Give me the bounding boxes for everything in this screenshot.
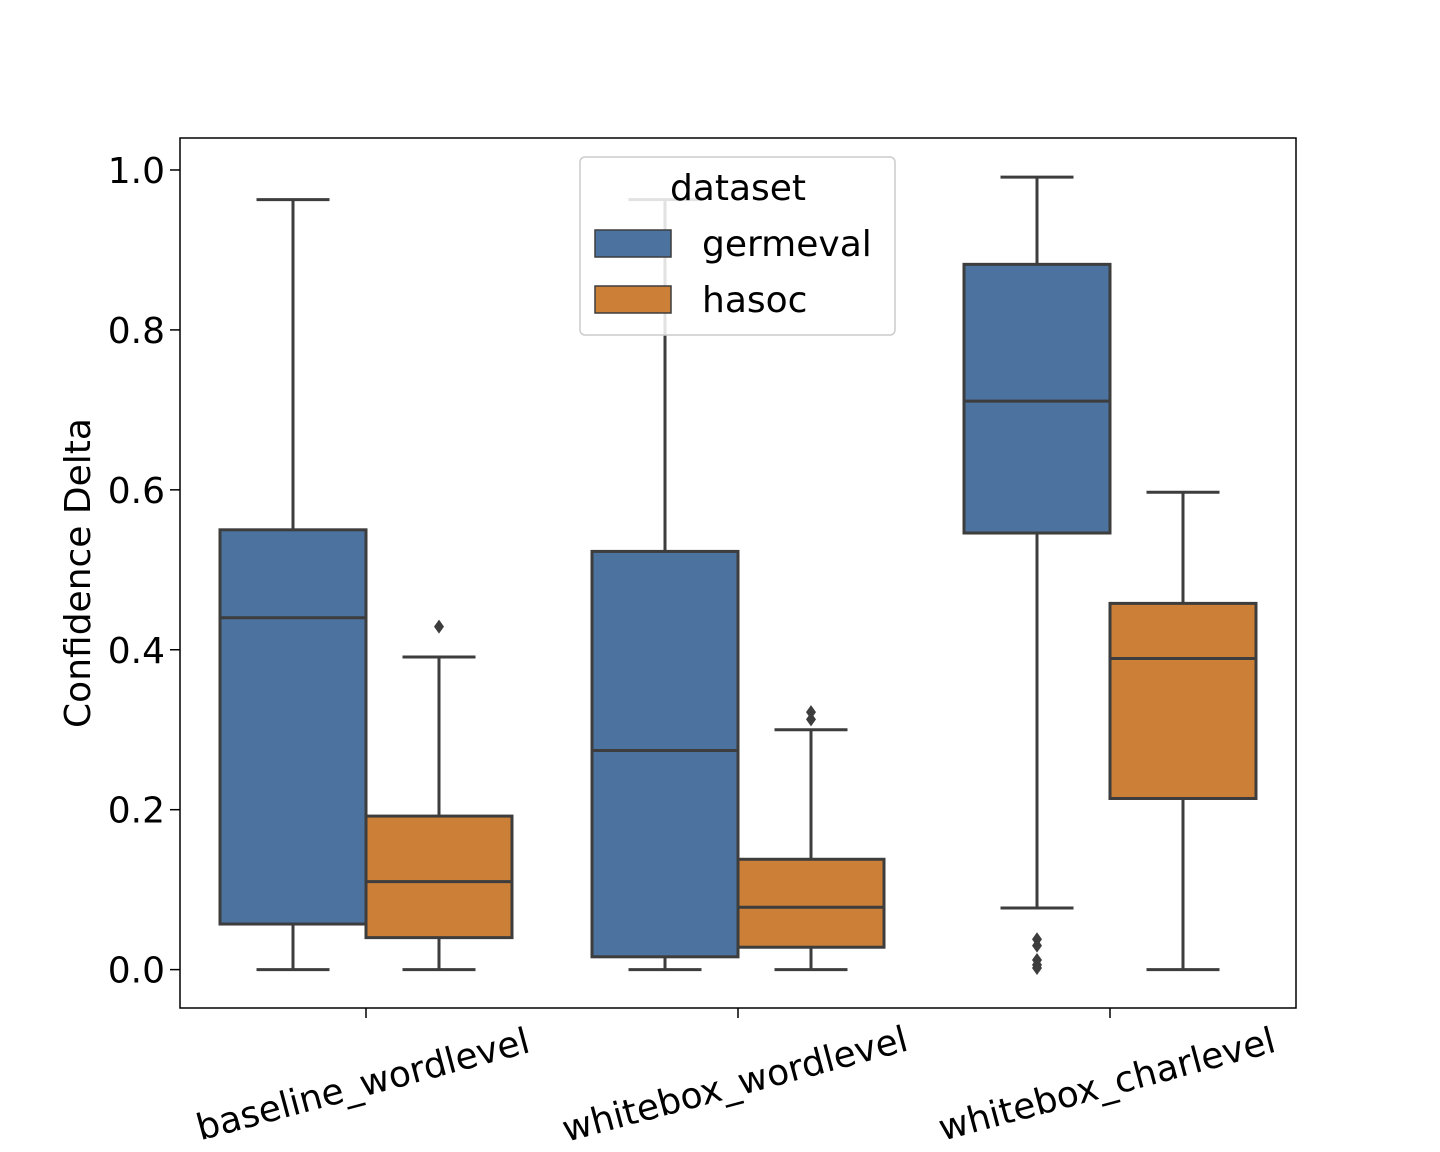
x-axis: baseline_wordlevel whitebox_wordlevel whit… — [192, 1008, 1280, 1151]
outlier-point — [434, 619, 444, 634]
box-hasoc-whitebox_wordlevel — [736, 705, 886, 972]
box-iqr — [962, 262, 1112, 535]
box-germeval-baseline_wordlevel — [218, 198, 368, 972]
outlier-point — [1032, 961, 1042, 976]
box-germeval-whitebox_charlevel — [962, 175, 1112, 976]
x-tick-label: whitebox_charlevel — [934, 1020, 1279, 1149]
box-iqr — [218, 528, 368, 926]
y-tick-label: 0.8 — [108, 311, 165, 352]
legend-title: dataset — [670, 168, 806, 209]
outlier-point — [806, 712, 816, 727]
legend-swatch-germeval — [594, 229, 672, 258]
box-iqr — [590, 549, 740, 959]
y-axis: 0.0 0.2 0.4 0.6 0.8 1.0 — [108, 151, 180, 992]
y-tick-label: 1.0 — [108, 151, 165, 192]
y-tick-label: 0.0 — [108, 951, 165, 992]
box-hasoc-baseline_wordlevel — [364, 619, 514, 972]
legend-label-hasoc: hasoc — [702, 280, 807, 321]
box-iqr — [1108, 601, 1258, 800]
outlier-point — [1032, 938, 1042, 953]
box-iqr — [364, 814, 514, 940]
x-tick-label: baseline_wordlevel — [192, 1021, 534, 1149]
x-tick-label: whitebox_wordlevel — [558, 1019, 912, 1151]
boxes-layer — [218, 175, 1258, 976]
y-tick-label: 0.2 — [108, 791, 165, 832]
outlier-point — [806, 705, 816, 720]
legend-label-germeval: germeval — [702, 224, 872, 265]
y-tick-label: 0.4 — [108, 631, 165, 672]
box-hasoc-whitebox_charlevel — [1108, 490, 1258, 972]
box-iqr — [736, 857, 886, 949]
legend-swatch-hasoc — [594, 285, 672, 314]
y-tick-label: 0.6 — [108, 471, 165, 512]
legend: dataset germeval hasoc — [579, 156, 896, 336]
y-axis-label: Confidence Delta — [58, 418, 99, 728]
